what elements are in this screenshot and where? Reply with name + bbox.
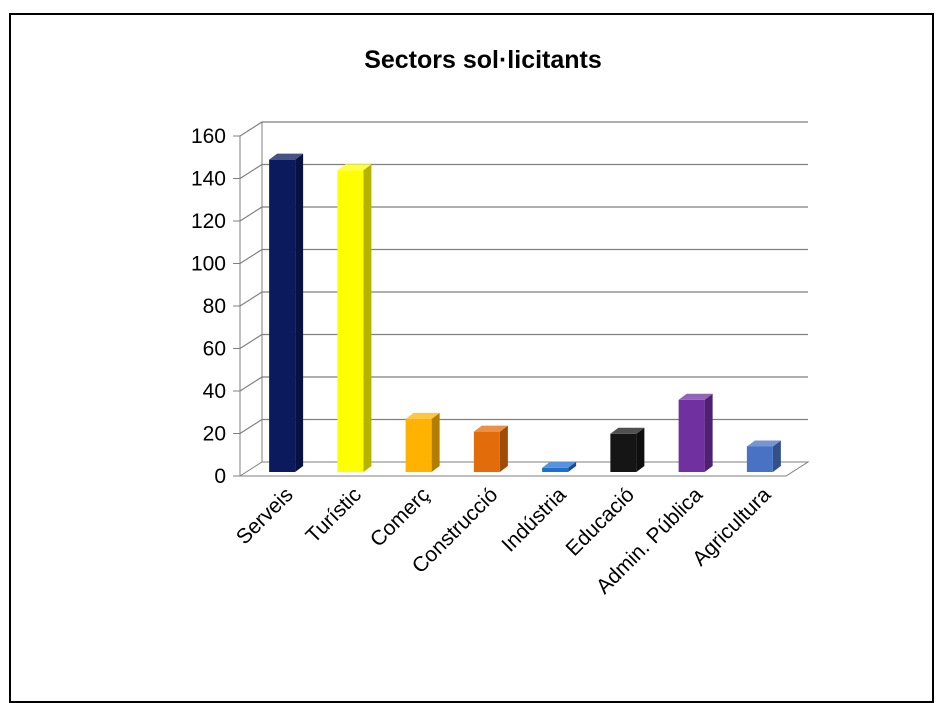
bar-side — [499, 425, 508, 472]
y-tick-label: 140 — [191, 168, 226, 191]
bar-front — [610, 433, 637, 472]
bar-top — [678, 393, 713, 400]
bar — [405, 412, 440, 472]
chart-title: Sectors sol·licitants — [364, 46, 602, 74]
y-tick-label: 160 — [191, 125, 226, 148]
gridline — [239, 163, 808, 180]
bar — [337, 164, 372, 472]
bar-front — [269, 159, 296, 472]
bar-side — [363, 164, 372, 472]
gridline — [239, 418, 808, 435]
bar-side — [568, 461, 577, 472]
y-tick-label: 60 — [203, 338, 226, 361]
y-tick-label: 100 — [191, 253, 226, 276]
y-tick-label: 0 — [214, 465, 226, 488]
gridlines — [239, 121, 808, 435]
x-tick-label: Indústria — [497, 483, 570, 556]
bar-front — [473, 431, 500, 472]
bar-top — [542, 461, 577, 468]
bar-side — [431, 412, 440, 472]
bar — [678, 393, 713, 472]
bar-front — [337, 170, 364, 472]
x-axis-labels: Serveis Turístic ComerçConstruccióIndústri… — [232, 483, 776, 599]
y-tick-label: 40 — [203, 380, 226, 403]
bar — [269, 153, 304, 472]
bars — [269, 153, 781, 472]
gridline — [239, 206, 808, 222]
y-tick-label: 80 — [203, 295, 226, 318]
bar-front — [542, 467, 569, 472]
y-tick-label: 120 — [191, 210, 226, 233]
bar-side — [704, 393, 713, 472]
bar-top — [746, 440, 781, 447]
x-tick-label: Comerç — [366, 483, 434, 551]
bar-side — [772, 440, 781, 472]
y-tick-label: 20 — [203, 423, 226, 446]
gridline — [239, 248, 808, 265]
bar — [473, 425, 508, 472]
gridline — [239, 376, 808, 392]
bar-side — [295, 153, 304, 472]
gridline — [239, 291, 808, 307]
chart-frame — [9, 13, 934, 703]
x-tick-label: Serveis — [232, 483, 298, 549]
gridline — [239, 333, 808, 350]
bar-top — [405, 412, 440, 419]
bar-front — [678, 399, 705, 472]
bar-front — [405, 418, 432, 472]
bar — [746, 440, 781, 472]
bar-top — [337, 164, 372, 171]
bar-top — [473, 425, 508, 432]
gridline — [239, 121, 808, 137]
bar-top — [269, 153, 304, 160]
x-tick-label: Turístic — [302, 483, 366, 547]
bar — [542, 461, 577, 472]
bar — [610, 427, 645, 472]
bar-top — [610, 427, 645, 434]
chart-walls — [238, 122, 810, 477]
y-axis: 0 20 40 60 80 100 120 140 160 — [191, 125, 240, 488]
bar-front — [746, 446, 773, 472]
bar-side — [636, 427, 645, 472]
chart-floor — [238, 461, 810, 477]
